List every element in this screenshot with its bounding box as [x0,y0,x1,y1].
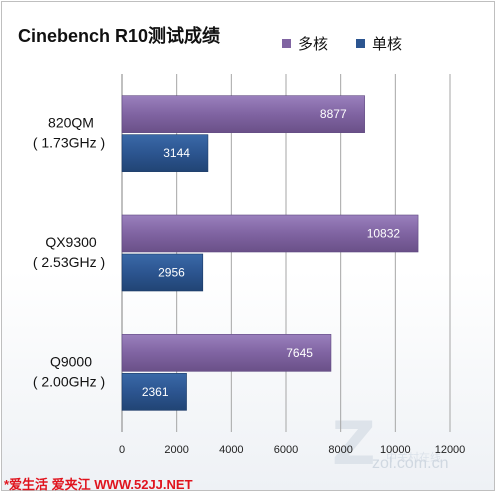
x-tick-label-0: 0 [119,444,125,456]
legend-swatch-multi [282,39,291,48]
chart-title: Cinebench R10测试成绩 [18,26,221,46]
watermark-text: *爱生活 爱夹江 WWW.52JJ.NET [4,477,193,492]
legend-item-multi: 多核 [282,33,328,54]
category-detail-2: ( 2.00GHz ) [33,373,105,389]
zol-logo-text: zol.com.cn [372,455,449,472]
bar-label-0-1: 3144 [163,146,190,160]
zol-logo-icon: Z [332,409,376,479]
category-label-2: Q9000 [50,353,92,369]
legend-item-single: 单核 [356,33,402,54]
chart-legend: 多核 单核 [0,33,498,53]
bar-0-0 [121,95,365,133]
legend-swatch-single [356,39,365,48]
bar-2-1 [121,373,187,411]
bar-0-1 [121,134,209,172]
bar-label-2-1: 2361 [142,385,169,399]
x-tick-label-3: 6000 [274,444,298,456]
x-tick-label-5: 10000 [380,444,411,456]
x-tick-label-1: 2000 [164,444,188,456]
bar-1-1 [121,253,204,292]
bar-label-2-0: 7645 [286,346,313,360]
bar-1-0 [121,214,419,253]
bar-2-0 [121,334,332,372]
zol-logo-cn: 中关村在线 [386,452,441,464]
category-detail-0: ( 1.73GHz ) [33,135,105,151]
bar-label-1-0: 10832 [367,227,401,241]
category-label-0: 820QM [48,115,94,131]
x-tick-label-2: 4000 [219,444,243,456]
x-tick-label-6: 12000 [435,444,466,456]
category-detail-1: ( 2.53GHz ) [33,254,105,270]
legend-label-multi: 多核 [298,36,329,53]
bar-label-1-1: 2956 [158,266,185,280]
legend-label-single: 单核 [372,36,403,53]
x-tick-label-4: 8000 [328,444,352,456]
bar-label-0-0: 8877 [320,107,347,121]
category-label-1: QX9300 [45,234,97,250]
